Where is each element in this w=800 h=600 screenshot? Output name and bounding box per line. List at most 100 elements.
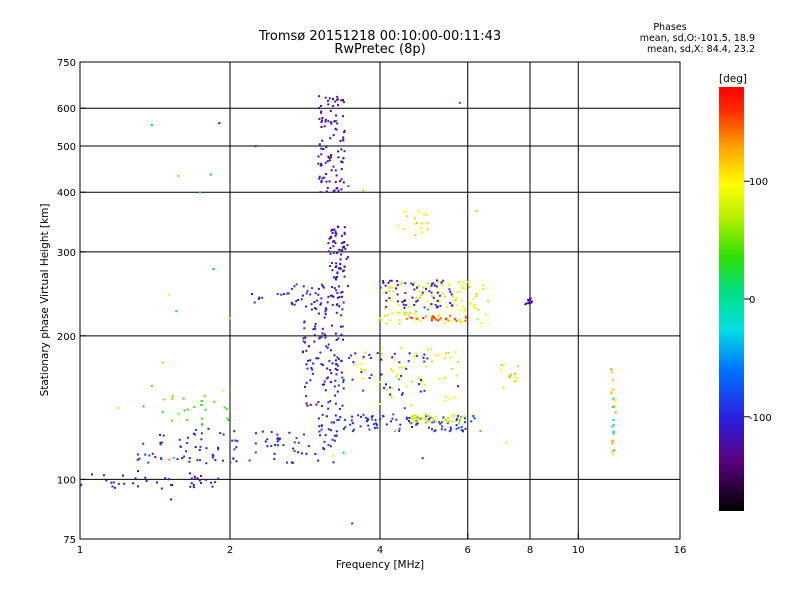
- data-point: [329, 445, 332, 448]
- data-point: [397, 303, 400, 306]
- data-point: [446, 421, 449, 424]
- data-point: [421, 417, 424, 419]
- data-point: [162, 434, 165, 437]
- data-point: [194, 446, 197, 448]
- data-point: [426, 348, 429, 351]
- data-point: [449, 313, 452, 316]
- data-point: [338, 305, 341, 308]
- data-point: [460, 416, 463, 419]
- data-point: [323, 333, 326, 336]
- data-point: [315, 357, 318, 360]
- data-point: [527, 302, 530, 305]
- data-point: [342, 387, 345, 390]
- data-point: [451, 306, 454, 308]
- data-point: [341, 290, 344, 293]
- data-point: [431, 282, 433, 285]
- data-point: [318, 336, 321, 339]
- data-point: [331, 286, 333, 289]
- data-point: [464, 315, 467, 318]
- data-point: [380, 373, 383, 376]
- data-point: [305, 381, 308, 384]
- data-point: [170, 498, 173, 501]
- data-point: [186, 436, 189, 439]
- data-point: [346, 256, 349, 259]
- data-point: [435, 285, 438, 288]
- data-point: [295, 283, 298, 286]
- data-point: [479, 430, 482, 432]
- x-tick-label: 16: [674, 545, 687, 556]
- data-point: [297, 451, 300, 454]
- data-point: [338, 248, 341, 251]
- data-point: [330, 372, 333, 375]
- data-point: [436, 420, 439, 423]
- data-point: [219, 432, 222, 435]
- data-point: [335, 434, 338, 437]
- data-point: [334, 414, 337, 417]
- data-point: [342, 115, 345, 118]
- data-point: [426, 308, 429, 311]
- data-point: [415, 417, 418, 420]
- data-point: [416, 354, 419, 357]
- data-point: [410, 404, 413, 407]
- data-point: [324, 310, 327, 313]
- data-point: [295, 300, 298, 303]
- data-point: [340, 253, 343, 256]
- data-point: [472, 415, 475, 417]
- data-point: [464, 287, 467, 290]
- data-point: [509, 373, 512, 376]
- stats-title: Phases: [653, 22, 686, 33]
- data-point: [430, 303, 433, 306]
- data-point: [320, 104, 322, 107]
- data-point: [393, 358, 396, 361]
- data-point: [463, 310, 466, 313]
- data-point: [449, 302, 452, 304]
- data-point: [401, 282, 404, 285]
- data-point: [413, 288, 416, 291]
- data-point: [423, 417, 426, 420]
- data-point: [389, 319, 392, 322]
- data-point: [344, 426, 347, 429]
- data-point: [332, 461, 335, 464]
- data-point: [465, 316, 468, 319]
- data-point: [405, 416, 408, 419]
- data-point: [438, 354, 441, 357]
- data-point: [425, 419, 428, 422]
- data-point: [611, 406, 614, 408]
- data-point: [442, 416, 445, 419]
- data-point: [159, 457, 162, 460]
- data-point: [277, 444, 279, 447]
- data-point: [217, 477, 220, 480]
- data-point: [338, 296, 341, 298]
- data-point: [428, 286, 431, 289]
- data-point: [337, 358, 340, 360]
- data-point: [336, 187, 339, 190]
- data-point: [291, 461, 294, 464]
- data-point: [279, 437, 281, 440]
- data-point: [332, 276, 335, 279]
- x-axis-ticks: 1 2 4 6 8 10 16: [77, 533, 687, 556]
- data-point: [286, 292, 289, 295]
- y-tick-label: 600: [57, 104, 76, 115]
- data-point: [431, 295, 433, 297]
- data-point: [364, 416, 367, 419]
- data-point: [321, 405, 323, 407]
- data-point: [405, 215, 408, 218]
- data-point: [317, 357, 320, 360]
- data-point: [80, 483, 83, 486]
- data-point: [482, 284, 484, 287]
- data-point: [422, 286, 425, 289]
- data-point: [352, 428, 355, 431]
- data-point: [403, 311, 406, 314]
- data-point: [513, 380, 516, 383]
- data-point: [611, 442, 614, 445]
- data-point: [438, 299, 441, 302]
- y-axis-ticks: 75 100 200 300 400 500 600 750: [57, 58, 86, 546]
- data-point: [458, 101, 461, 104]
- data-point: [342, 138, 345, 141]
- x-tick-label: 10: [572, 545, 585, 556]
- data-point: [335, 363, 338, 366]
- data-point: [331, 324, 333, 327]
- data-point: [331, 454, 334, 457]
- data-point: [362, 413, 365, 416]
- data-point: [340, 178, 343, 181]
